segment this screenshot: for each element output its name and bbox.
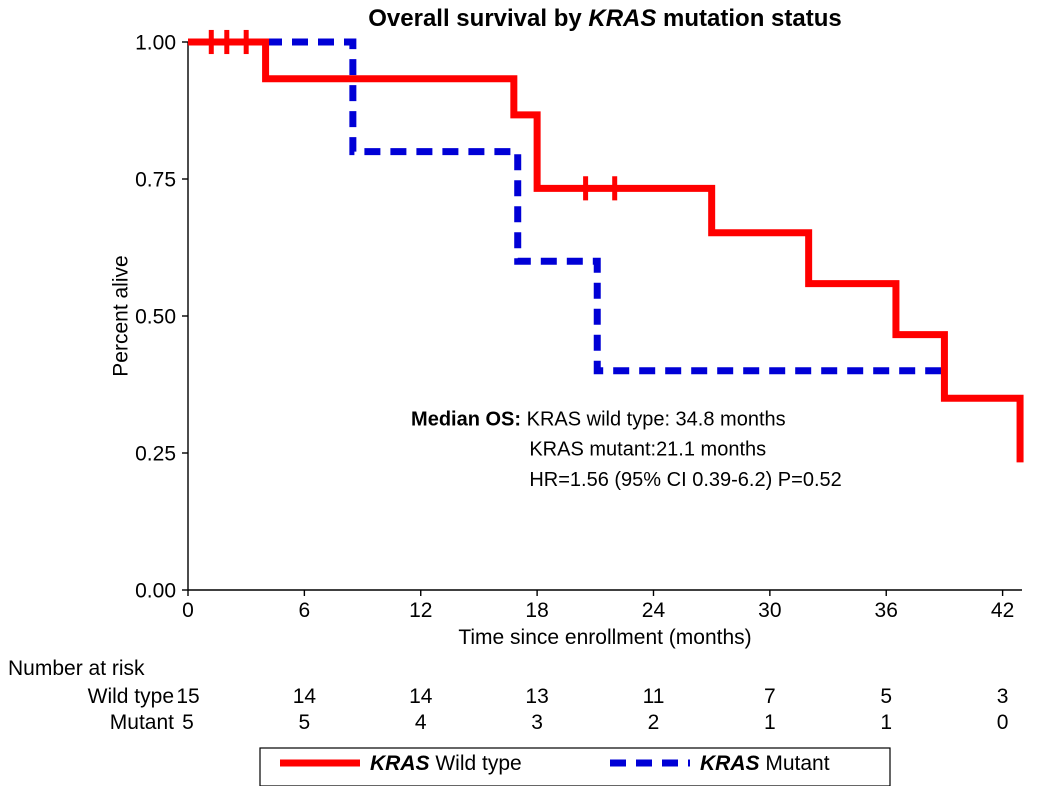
- risk-value: 0: [997, 711, 1009, 734]
- risk-value: 4: [415, 711, 427, 734]
- y-tick-label: 0.00: [135, 579, 176, 602]
- risk-value: 5: [182, 711, 194, 734]
- y-tick-label: 0.25: [135, 442, 176, 465]
- legend-label-mutant: KRAS Mutant: [700, 752, 830, 775]
- chart-title: Overall survival by KRAS mutation status: [368, 5, 841, 32]
- risk-value: 15: [176, 685, 199, 708]
- x-tick-label: 42: [991, 599, 1014, 622]
- x-tick-label: 24: [642, 599, 666, 622]
- km-plot-figure: 06121824303642Time since enrollment (mon…: [0, 0, 1050, 786]
- x-tick-label: 6: [299, 599, 311, 622]
- risk-value: 11: [643, 685, 665, 708]
- x-tick-label: 18: [525, 599, 548, 622]
- y-tick-label: 1.00: [135, 31, 176, 54]
- risk-table-title: Number at risk: [8, 657, 145, 680]
- y-axis-label: Percent alive: [110, 255, 133, 376]
- annotation-line: Median OS: KRAS wild type: 34.8 months: [411, 409, 786, 431]
- risk-row-label: Wild type: [88, 685, 174, 708]
- annotation-line: KRAS mutant:21.1 months: [529, 439, 766, 461]
- x-tick-label: 12: [409, 599, 432, 622]
- risk-row-label: Mutant: [110, 711, 174, 734]
- risk-value: 3: [531, 711, 543, 734]
- x-tick-label: 0: [182, 599, 194, 622]
- risk-value: 1: [880, 711, 892, 734]
- risk-value: 3: [997, 685, 1009, 708]
- legend-label-wildtype: KRAS Wild type: [370, 752, 522, 775]
- x-tick-label: 30: [758, 599, 781, 622]
- x-axis-label: Time since enrollment (months): [458, 626, 751, 649]
- risk-value: 14: [293, 685, 317, 708]
- y-tick-label: 0.50: [135, 305, 176, 328]
- risk-value: 1: [764, 711, 776, 734]
- y-tick-label: 0.75: [135, 168, 176, 191]
- risk-value: 5: [880, 685, 892, 708]
- risk-value: 5: [299, 711, 311, 734]
- risk-value: 14: [409, 685, 433, 708]
- km-plot-svg: 06121824303642Time since enrollment (mon…: [0, 0, 1050, 786]
- x-tick-label: 36: [875, 599, 898, 622]
- risk-value: 13: [525, 685, 548, 708]
- risk-value: 7: [764, 685, 776, 708]
- annotation-line: HR=1.56 (95% CI 0.39-6.2) P=0.52: [529, 469, 841, 491]
- risk-value: 2: [648, 711, 660, 734]
